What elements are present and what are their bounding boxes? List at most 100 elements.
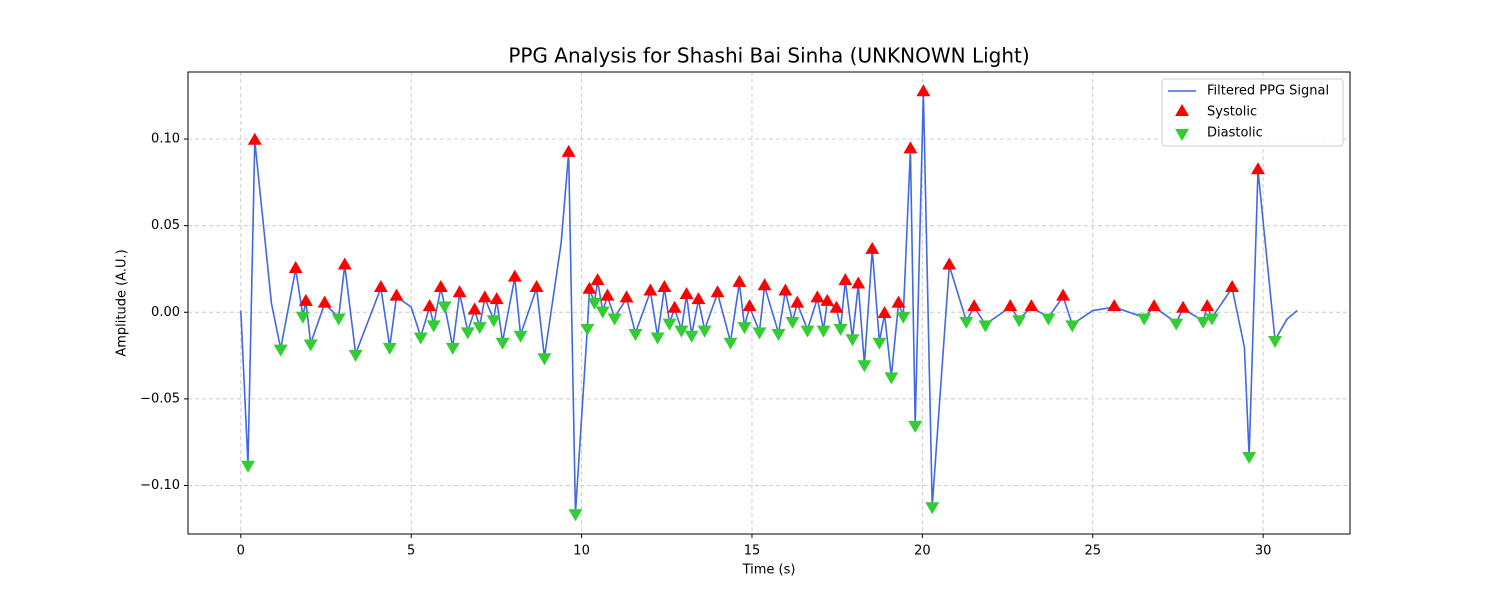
chart-title: PPG Analysis for Shashi Bai Sinha (UNKNO… <box>508 44 1029 68</box>
peak-marker <box>472 322 487 335</box>
peak-marker <box>674 325 689 338</box>
peak-marker <box>495 337 510 350</box>
peak-marker <box>643 283 658 296</box>
peak-marker <box>816 325 831 338</box>
peak-marker <box>587 297 602 310</box>
x-tick-label: 10 <box>573 544 590 559</box>
peak-marker <box>851 276 866 289</box>
peak-marker <box>337 257 352 270</box>
peak-marker <box>710 285 725 298</box>
peak-marker <box>1003 299 1018 312</box>
peak-marker <box>1176 300 1190 313</box>
legend-label: Systolic <box>1207 105 1257 120</box>
peak-marker <box>1107 299 1122 312</box>
peak-marker <box>507 269 522 282</box>
peak-marker <box>445 342 460 355</box>
peak-marker <box>742 299 757 312</box>
peak-marker <box>595 306 610 319</box>
x-tick-label: 15 <box>744 544 761 559</box>
peak-marker <box>382 342 397 355</box>
peak-marker <box>1251 162 1265 175</box>
peak-marker <box>891 295 906 308</box>
peak-marker <box>486 315 501 328</box>
y-tick-label: −0.05 <box>140 391 180 406</box>
x-tick-label: 30 <box>1255 544 1272 559</box>
peak-marker <box>737 322 752 335</box>
peak-marker <box>452 285 467 298</box>
x-tick-label: 25 <box>1084 544 1101 559</box>
peak-marker <box>467 302 482 315</box>
peak-marker <box>1012 315 1027 328</box>
peak-marker <box>865 241 880 254</box>
peak-marker <box>1225 280 1240 293</box>
peak-marker <box>433 280 448 293</box>
peak-marker <box>582 281 597 294</box>
peak-marker <box>884 372 899 385</box>
peak-marker <box>295 311 310 324</box>
peak-marker <box>857 360 872 373</box>
peak-marker <box>838 273 853 286</box>
peak-marker <box>331 313 346 326</box>
peak-marker <box>877 306 892 318</box>
peak-marker <box>697 325 712 338</box>
peak-marker <box>916 84 931 97</box>
peak-marker <box>561 144 576 157</box>
peak-marker <box>1205 313 1219 326</box>
peak-marker <box>619 290 634 303</box>
peak-marker <box>667 300 682 313</box>
peak-marker <box>872 337 887 350</box>
peak-marker <box>778 283 793 296</box>
peak-marker <box>908 420 923 433</box>
peak-marker <box>810 290 825 303</box>
peak-marker <box>845 334 860 347</box>
peak-marker <box>785 316 800 329</box>
peak-marker <box>600 288 615 301</box>
peak-marker <box>662 318 677 331</box>
peak-marker <box>1056 288 1071 301</box>
peak-marker <box>1065 320 1080 333</box>
peak-marker <box>1147 299 1162 312</box>
peak-marker <box>437 301 452 314</box>
peak-marker <box>580 323 595 336</box>
peak-marker <box>691 292 706 305</box>
peak-marker <box>273 344 288 357</box>
peak-marker <box>657 280 672 293</box>
peak-marker <box>757 278 772 291</box>
peak-marker <box>489 292 504 305</box>
legend-label: Filtered PPG Signal <box>1207 84 1329 99</box>
peak-marker <box>829 300 844 313</box>
peak-marker <box>684 330 699 343</box>
peak-marker <box>373 280 388 293</box>
peak-marker <box>628 329 643 342</box>
peak-marker <box>925 502 940 515</box>
peak-marker <box>348 349 363 362</box>
peak-marker <box>477 290 492 303</box>
peak-marker <box>537 353 552 366</box>
peak-marker <box>298 293 313 306</box>
peak-marker <box>513 330 528 343</box>
peak-marker <box>903 141 918 154</box>
peak-marker <box>732 274 747 287</box>
peak-marker <box>790 295 805 308</box>
peak-marker <box>288 260 303 273</box>
peak-marker <box>752 327 767 340</box>
peak-marker <box>650 332 665 345</box>
peak-marker <box>978 320 993 333</box>
peak-marker <box>422 299 437 312</box>
peak-marker <box>590 273 605 286</box>
peak-marker <box>460 327 475 340</box>
peak-marker <box>303 339 318 352</box>
peak-marker <box>247 132 262 145</box>
y-axis-label: Amplitude (A.U.) <box>115 249 130 356</box>
peak-marker <box>241 460 255 473</box>
peak-marker <box>317 295 332 308</box>
peak-marker <box>1024 299 1039 312</box>
peak-marker <box>1041 313 1056 326</box>
y-tick-label: 0.00 <box>151 305 180 320</box>
legend-label: Diastolic <box>1207 126 1263 141</box>
peak-marker <box>413 332 428 345</box>
peak-marker <box>568 509 583 522</box>
y-tick-label: 0.10 <box>151 132 180 147</box>
peak-marker <box>529 280 544 293</box>
